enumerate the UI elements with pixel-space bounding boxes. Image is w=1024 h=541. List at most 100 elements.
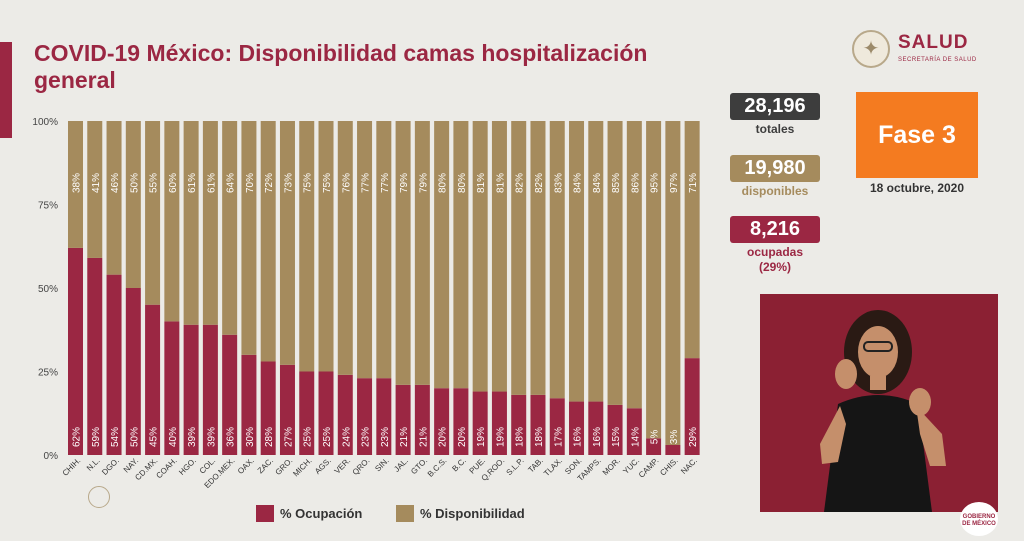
totales-value: 28,196 (730, 93, 820, 120)
bar-disponibilidad (491, 121, 507, 392)
bar-ocupacion (549, 398, 565, 455)
bar-disponibilidad (414, 121, 430, 385)
data-label-ocupacion: 29% (688, 427, 699, 447)
bar-ocupacion (530, 394, 546, 455)
data-label-ocupacion: 25% (303, 427, 314, 447)
bar-ocupacion (626, 408, 642, 455)
bar-disponibilidad (299, 121, 315, 372)
disponibles-value: 19,980 (730, 155, 820, 182)
salud-logo: ✦ SALUD SECRETARÍA DE SALUD (852, 30, 982, 74)
bar-disponibilidad (222, 121, 238, 335)
data-label-ocupacion: 14% (630, 427, 641, 447)
x-tick-label: HGO. (177, 456, 198, 477)
bar-ocupacion (68, 247, 83, 455)
bar-disponibilidad (569, 121, 585, 402)
data-label-disponibilidad: 80% (457, 173, 468, 193)
data-label-disponibilidad: 72% (264, 173, 275, 193)
eagle-seal-icon: ✦ (852, 30, 890, 68)
bar-disponibilidad (472, 121, 488, 392)
bar-disponibilidad (395, 121, 411, 385)
data-label-ocupacion: 16% (592, 427, 603, 447)
ocupadas-percent: (29%) (758, 260, 791, 274)
x-tick-label: CHIS. (658, 456, 679, 477)
data-label-ocupacion: 25% (322, 427, 333, 447)
bar-disponibilidad (665, 121, 681, 445)
data-label-ocupacion: 30% (245, 427, 256, 447)
data-label-ocupacion: 19% (476, 427, 487, 447)
bar-disponibilidad (549, 121, 565, 399)
bar-disponibilidad (511, 121, 527, 395)
data-label-disponibilidad: 79% (418, 173, 429, 193)
watermark-seal-icon (88, 486, 110, 508)
stat-totales: 28,196 totales (730, 93, 820, 137)
accent-bar (0, 42, 12, 138)
data-label-ocupacion: 23% (361, 427, 372, 447)
bar-disponibilidad (202, 121, 218, 325)
ocupadas-label: ocupadas (746, 245, 803, 259)
data-label-disponibilidad: 61% (187, 173, 198, 193)
bar-ocupacion (491, 391, 507, 455)
data-label-ocupacion: 21% (399, 427, 410, 447)
bar-ocupacion (588, 401, 604, 455)
data-label-ocupacion: 20% (438, 427, 449, 447)
x-tick-label: DGO. (100, 456, 121, 477)
data-label-disponibilidad: 97% (669, 173, 680, 193)
data-label-disponibilidad: 50% (129, 173, 140, 193)
bar-ocupacion (357, 378, 373, 455)
data-label-ocupacion: 50% (129, 427, 140, 447)
bar-ocupacion (395, 384, 411, 455)
data-label-disponibilidad: 76% (341, 173, 352, 193)
x-tick-label: ZAC. (256, 456, 275, 475)
y-tick-label: 0% (44, 451, 59, 462)
bar-disponibilidad (626, 121, 642, 409)
data-label-disponibilidad: 82% (534, 173, 545, 193)
bar-ocupacion (164, 321, 180, 455)
bar-ocupacion (511, 394, 527, 455)
bar-disponibilidad (453, 121, 469, 389)
data-label-disponibilidad: 71% (688, 173, 699, 193)
data-label-ocupacion: 54% (110, 427, 121, 447)
x-tick-label: QRO. (351, 456, 372, 477)
data-label-disponibilidad: 77% (380, 173, 391, 193)
data-label-ocupacion: 17% (553, 427, 564, 447)
bar-disponibilidad (646, 121, 662, 439)
bar-disponibilidad (260, 121, 276, 362)
x-tick-label: MOR. (601, 456, 622, 477)
data-label-disponibilidad: 38% (72, 173, 83, 193)
bar-disponibilidad (337, 121, 353, 375)
legend-label-disponibilidad: % Disponibilidad (420, 506, 525, 521)
bar-ocupacion (279, 364, 295, 455)
data-label-ocupacion: 59% (91, 427, 102, 447)
data-label-ocupacion: 5% (650, 430, 661, 445)
x-tick-label: AGS. (313, 456, 333, 476)
bar-disponibilidad (684, 121, 700, 359)
report-date: 18 octubre, 2020 (869, 181, 965, 195)
data-label-disponibilidad: 73% (283, 173, 294, 193)
data-label-disponibilidad: 84% (573, 173, 584, 193)
data-label-ocupacion: 18% (534, 427, 545, 447)
data-label-disponibilidad: 64% (226, 173, 237, 193)
data-label-ocupacion: 3% (669, 430, 680, 445)
x-tick-label: CHIH. (61, 456, 83, 478)
bar-ocupacion (453, 388, 469, 455)
x-tick-label: JAL. (392, 456, 410, 474)
bar-ocupacion (241, 354, 257, 455)
data-label-disponibilidad: 95% (650, 173, 661, 193)
bar-ocupacion (125, 288, 141, 455)
data-label-ocupacion: 62% (72, 427, 83, 447)
data-label-ocupacion: 24% (341, 427, 352, 447)
bar-disponibilidad (357, 121, 373, 379)
bar-disponibilidad (279, 121, 295, 365)
data-label-disponibilidad: 77% (361, 173, 372, 193)
x-tick-label: MICH. (291, 456, 313, 478)
bar-ocupacion (183, 324, 199, 455)
data-label-ocupacion: 39% (206, 427, 217, 447)
data-label-ocupacion: 39% (187, 427, 198, 447)
bar-ocupacion (607, 404, 623, 455)
bar-ocupacion (106, 274, 122, 455)
x-tick-label: SIN. (373, 456, 390, 473)
y-tick-label: 100% (32, 117, 58, 128)
data-label-disponibilidad: 75% (303, 173, 314, 193)
x-tick-label: OAX. (236, 456, 256, 476)
